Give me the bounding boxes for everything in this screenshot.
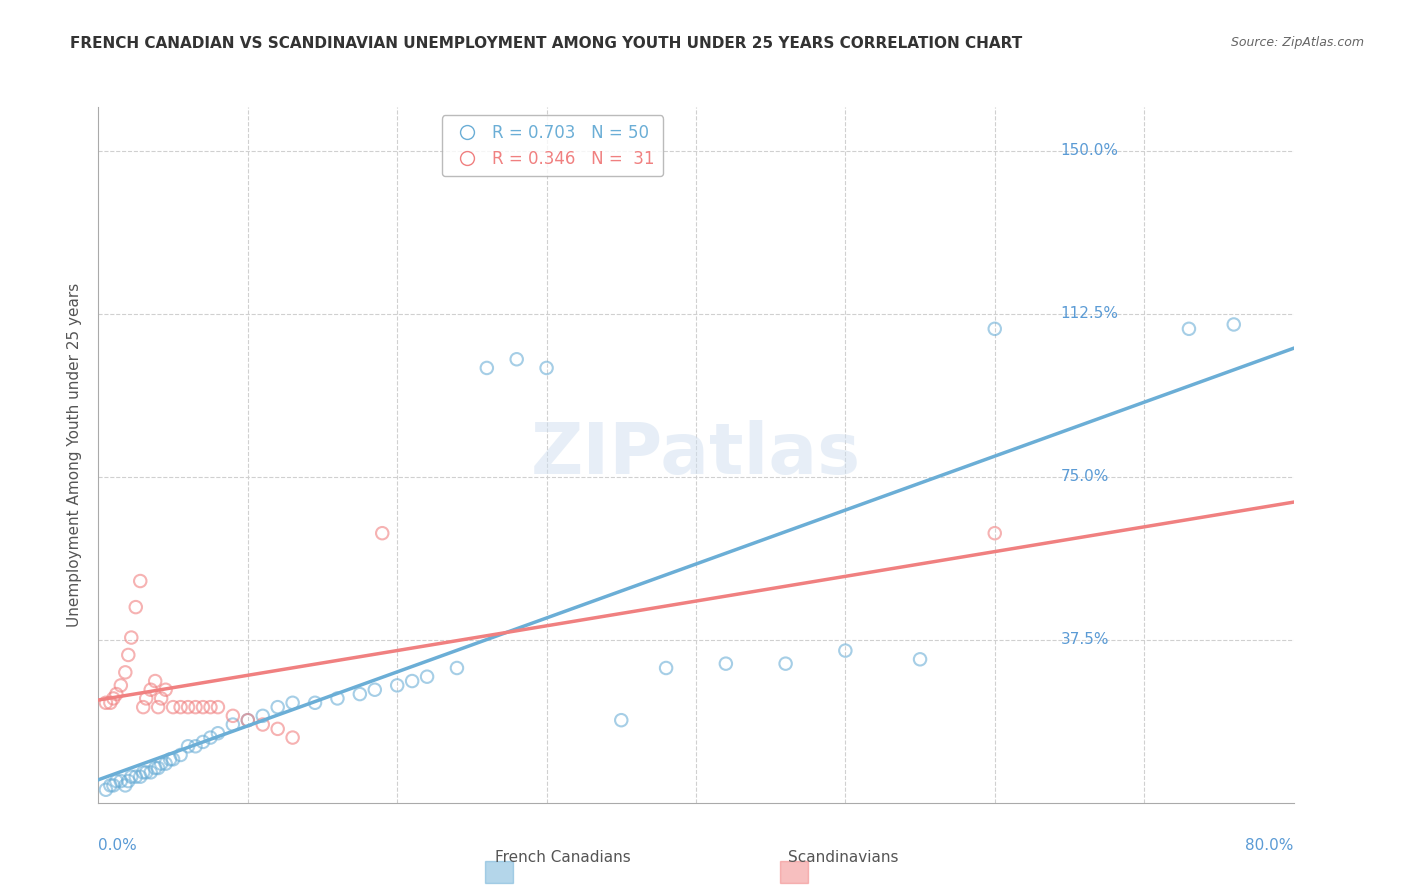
Point: [132, 765, 155, 780]
Point: [110, 678, 132, 692]
Point: [401, 674, 423, 689]
Point: [135, 691, 157, 706]
Point: [148, 761, 170, 775]
Text: 150.0%: 150.0%: [1060, 143, 1119, 158]
Point: [132, 700, 155, 714]
Point: [364, 682, 387, 697]
Point: [94, 782, 117, 797]
Text: 0.0%: 0.0%: [98, 838, 138, 853]
Point: [98, 778, 122, 792]
Point: [148, 700, 170, 714]
Point: [103, 691, 125, 706]
Point: [159, 752, 181, 766]
Text: 75.0%: 75.0%: [1060, 469, 1109, 484]
Point: [610, 713, 633, 727]
Point: [139, 765, 162, 780]
Point: [125, 600, 148, 615]
Text: 37.5%: 37.5%: [1060, 632, 1109, 648]
Point: [267, 700, 290, 714]
Text: 80.0%: 80.0%: [1246, 838, 1294, 853]
Point: [304, 696, 326, 710]
Point: [655, 661, 678, 675]
Point: [281, 696, 304, 710]
Point: [506, 352, 529, 367]
Point: [446, 661, 468, 675]
Point: [191, 735, 214, 749]
Point: [110, 774, 132, 789]
Point: [236, 713, 259, 727]
Point: [252, 708, 274, 723]
Point: [117, 648, 139, 662]
Point: [416, 670, 439, 684]
Point: [908, 652, 931, 666]
Point: [143, 761, 166, 775]
Point: [120, 631, 142, 645]
Point: [834, 643, 856, 657]
Point: [155, 756, 177, 771]
Point: [200, 700, 222, 714]
Point: [536, 360, 558, 375]
Point: [117, 774, 139, 789]
Point: [125, 770, 148, 784]
Point: [385, 678, 409, 692]
Point: [177, 739, 200, 754]
Point: [222, 708, 245, 723]
Point: [281, 731, 304, 745]
Point: [135, 765, 157, 780]
Point: [191, 700, 214, 714]
Point: [1223, 318, 1246, 332]
Legend: R = 0.703   N = 50, R = 0.346   N =  31: R = 0.703 N = 50, R = 0.346 N = 31: [441, 115, 664, 177]
Point: [207, 700, 229, 714]
Point: [184, 700, 207, 714]
Point: [371, 526, 394, 541]
Point: [155, 682, 177, 697]
Point: [114, 665, 136, 680]
Point: [150, 756, 173, 771]
Point: [169, 747, 191, 762]
Point: [129, 574, 152, 588]
Point: [143, 674, 166, 689]
Point: [103, 778, 125, 792]
Point: [177, 700, 200, 714]
Point: [775, 657, 797, 671]
Point: [120, 770, 142, 784]
Point: [98, 696, 122, 710]
Point: [236, 713, 259, 727]
Text: Scandinavians: Scandinavians: [789, 850, 898, 865]
Point: [162, 700, 184, 714]
Point: [139, 682, 162, 697]
Point: [105, 687, 128, 701]
Point: [983, 526, 1005, 541]
Text: Source: ZipAtlas.com: Source: ZipAtlas.com: [1230, 36, 1364, 49]
Point: [475, 360, 498, 375]
Text: French Canadians: French Canadians: [495, 850, 630, 865]
Text: FRENCH CANADIAN VS SCANDINAVIAN UNEMPLOYMENT AMONG YOUTH UNDER 25 YEARS CORRELAT: FRENCH CANADIAN VS SCANDINAVIAN UNEMPLOY…: [70, 36, 1022, 51]
Point: [349, 687, 371, 701]
Point: [252, 717, 274, 731]
Point: [267, 722, 290, 736]
Point: [169, 700, 191, 714]
Point: [983, 322, 1005, 336]
Point: [326, 691, 349, 706]
Point: [94, 696, 117, 710]
Text: 112.5%: 112.5%: [1060, 306, 1119, 321]
Point: [200, 731, 222, 745]
Point: [222, 717, 245, 731]
Point: [184, 739, 207, 754]
Text: ZIPatlas: ZIPatlas: [531, 420, 860, 490]
Point: [714, 657, 737, 671]
Point: [207, 726, 229, 740]
Point: [129, 770, 152, 784]
Point: [150, 691, 173, 706]
Point: [162, 752, 184, 766]
Point: [114, 778, 136, 792]
Point: [105, 774, 128, 789]
Y-axis label: Unemployment Among Youth under 25 years: Unemployment Among Youth under 25 years: [67, 283, 83, 627]
Point: [1178, 322, 1201, 336]
